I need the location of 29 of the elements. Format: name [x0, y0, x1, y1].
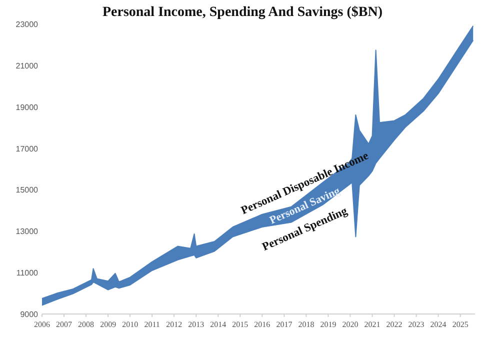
y-tick-label: 15000: [16, 186, 39, 195]
chart-title: Personal Income, Spending And Savings ($BN): [102, 5, 383, 20]
x-tick-label: 2012: [166, 320, 182, 329]
x-tick-label: 2009: [100, 320, 116, 329]
x-tick-label: 2017: [276, 320, 292, 329]
x-tick-label: 2014: [210, 320, 226, 329]
x-tick-label: 2021: [364, 320, 380, 329]
x-tick-label: 2023: [408, 320, 424, 329]
y-tick-label: 21000: [16, 61, 39, 70]
x-tick-label: 2010: [122, 320, 138, 329]
y-tick-label: 17000: [16, 144, 39, 154]
x-tick-label: 2006: [34, 320, 50, 329]
x-tick-label: 2018: [298, 320, 314, 329]
x-tick-label: 2019: [320, 320, 336, 329]
x-tick-label: 2025: [452, 320, 468, 329]
y-tick-label: 9000: [20, 310, 39, 319]
x-tick-label: 2024: [430, 320, 446, 329]
x-tick-label: 2020: [342, 320, 358, 329]
x-tick-label: 2007: [56, 320, 72, 329]
x-tick-label: 2008: [78, 320, 94, 329]
x-tick-label: 2013: [188, 320, 204, 329]
y-tick-label: 11000: [16, 268, 39, 278]
y-tick-label: 13000: [16, 227, 39, 236]
y-tick-label: 19000: [16, 102, 39, 112]
x-tick-label: 2016: [254, 320, 270, 329]
x-tick-label: 2022: [386, 320, 402, 329]
x-tick-label: 2011: [144, 320, 160, 329]
y-tick-label: 23000: [16, 20, 39, 29]
x-tick-label: 2015: [232, 320, 248, 329]
